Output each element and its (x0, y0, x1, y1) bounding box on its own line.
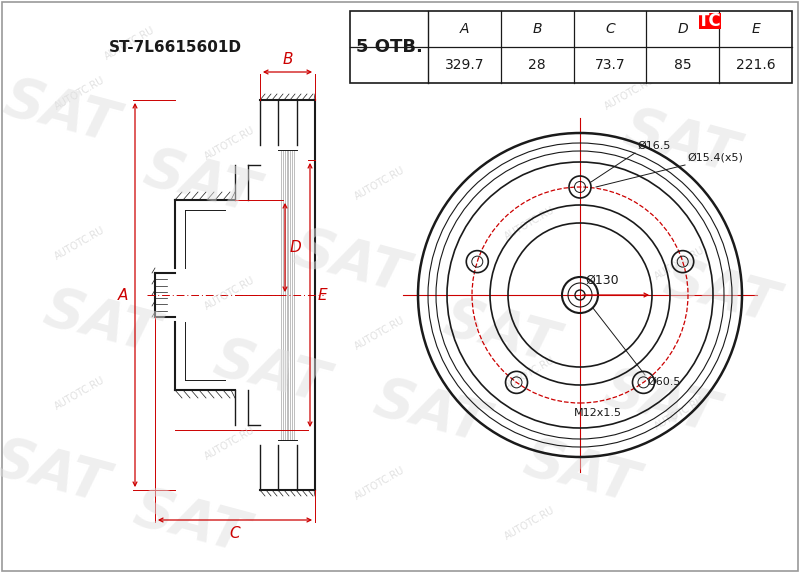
Text: TC: TC (698, 12, 722, 30)
FancyBboxPatch shape (699, 13, 721, 29)
Text: AUTOTC.RU: AUTOTC.RU (353, 164, 407, 201)
Text: 221.6: 221.6 (736, 58, 775, 72)
Text: AUTOTC.RU: AUTOTC.RU (503, 355, 557, 391)
Text: .ru: .ru (721, 11, 747, 29)
Text: C: C (230, 525, 240, 540)
Text: AUTOTC.RU: AUTOTC.RU (653, 245, 707, 281)
Text: ST-7L6615601D: ST-7L6615601D (109, 40, 242, 54)
Text: SAT: SAT (287, 222, 413, 304)
Text: AUTOTC.RU: AUTOTC.RU (353, 465, 407, 501)
Text: 28: 28 (528, 58, 546, 72)
Text: A: A (118, 288, 128, 303)
Text: C: C (605, 22, 615, 36)
Text: SAT: SAT (0, 72, 123, 154)
Text: D: D (678, 22, 688, 36)
Text: Ø15.4(x5): Ø15.4(x5) (687, 153, 743, 163)
Text: E: E (751, 22, 760, 36)
Text: SAT: SAT (0, 432, 113, 514)
Text: Ø16.5: Ø16.5 (637, 141, 670, 151)
Text: SAT: SAT (517, 432, 643, 514)
Text: E: E (318, 288, 328, 303)
Text: AUTOTC.RU: AUTOTC.RU (403, 45, 457, 81)
Text: AUTOTC.RU: AUTOTC.RU (603, 74, 657, 111)
Text: SAT: SAT (207, 332, 333, 414)
Text: SAT: SAT (367, 372, 493, 454)
Text: 5 ОТВ.: 5 ОТВ. (355, 38, 422, 56)
Text: SAT: SAT (37, 282, 163, 364)
Text: SAT: SAT (657, 252, 783, 334)
Text: AUTOTC.RU: AUTOTC.RU (653, 395, 707, 431)
Bar (350, 11, 792, 83)
Text: AUTOTC.RU: AUTOTC.RU (503, 505, 557, 541)
Text: AUTOTC.RU: AUTOTC.RU (53, 225, 107, 261)
Text: AUTOTC.RU: AUTOTC.RU (53, 375, 107, 411)
Text: Ø60.5: Ø60.5 (647, 377, 680, 387)
Text: SAT: SAT (137, 142, 263, 224)
Text: AUTOTC.RU: AUTOTC.RU (203, 124, 257, 162)
Text: AUTOTC.RU: AUTOTC.RU (103, 25, 157, 61)
Text: B: B (533, 22, 542, 36)
Text: 329.7: 329.7 (445, 58, 484, 72)
Text: D: D (290, 240, 302, 255)
Text: AUTOTC.RU: AUTOTC.RU (503, 205, 557, 241)
Text: AUTOTC.RU: AUTOTC.RU (353, 315, 407, 351)
Text: AUTOTC.RU: AUTOTC.RU (53, 74, 107, 111)
Text: AUTOTC.RU: AUTOTC.RU (203, 274, 257, 311)
Text: AUTOTC.RU: AUTOTC.RU (203, 425, 257, 461)
Text: SAT: SAT (437, 292, 563, 374)
Text: 85: 85 (674, 58, 692, 72)
Text: M12x1.5: M12x1.5 (574, 408, 622, 418)
Text: B: B (282, 53, 293, 68)
Text: 73.7: 73.7 (594, 58, 626, 72)
Text: SAT: SAT (617, 102, 743, 184)
Text: SAT: SAT (127, 482, 253, 564)
Text: www.Auto: www.Auto (627, 11, 722, 29)
Text: Ø130: Ø130 (585, 274, 618, 287)
Text: A: A (460, 22, 469, 36)
Text: SAT: SAT (597, 362, 723, 444)
